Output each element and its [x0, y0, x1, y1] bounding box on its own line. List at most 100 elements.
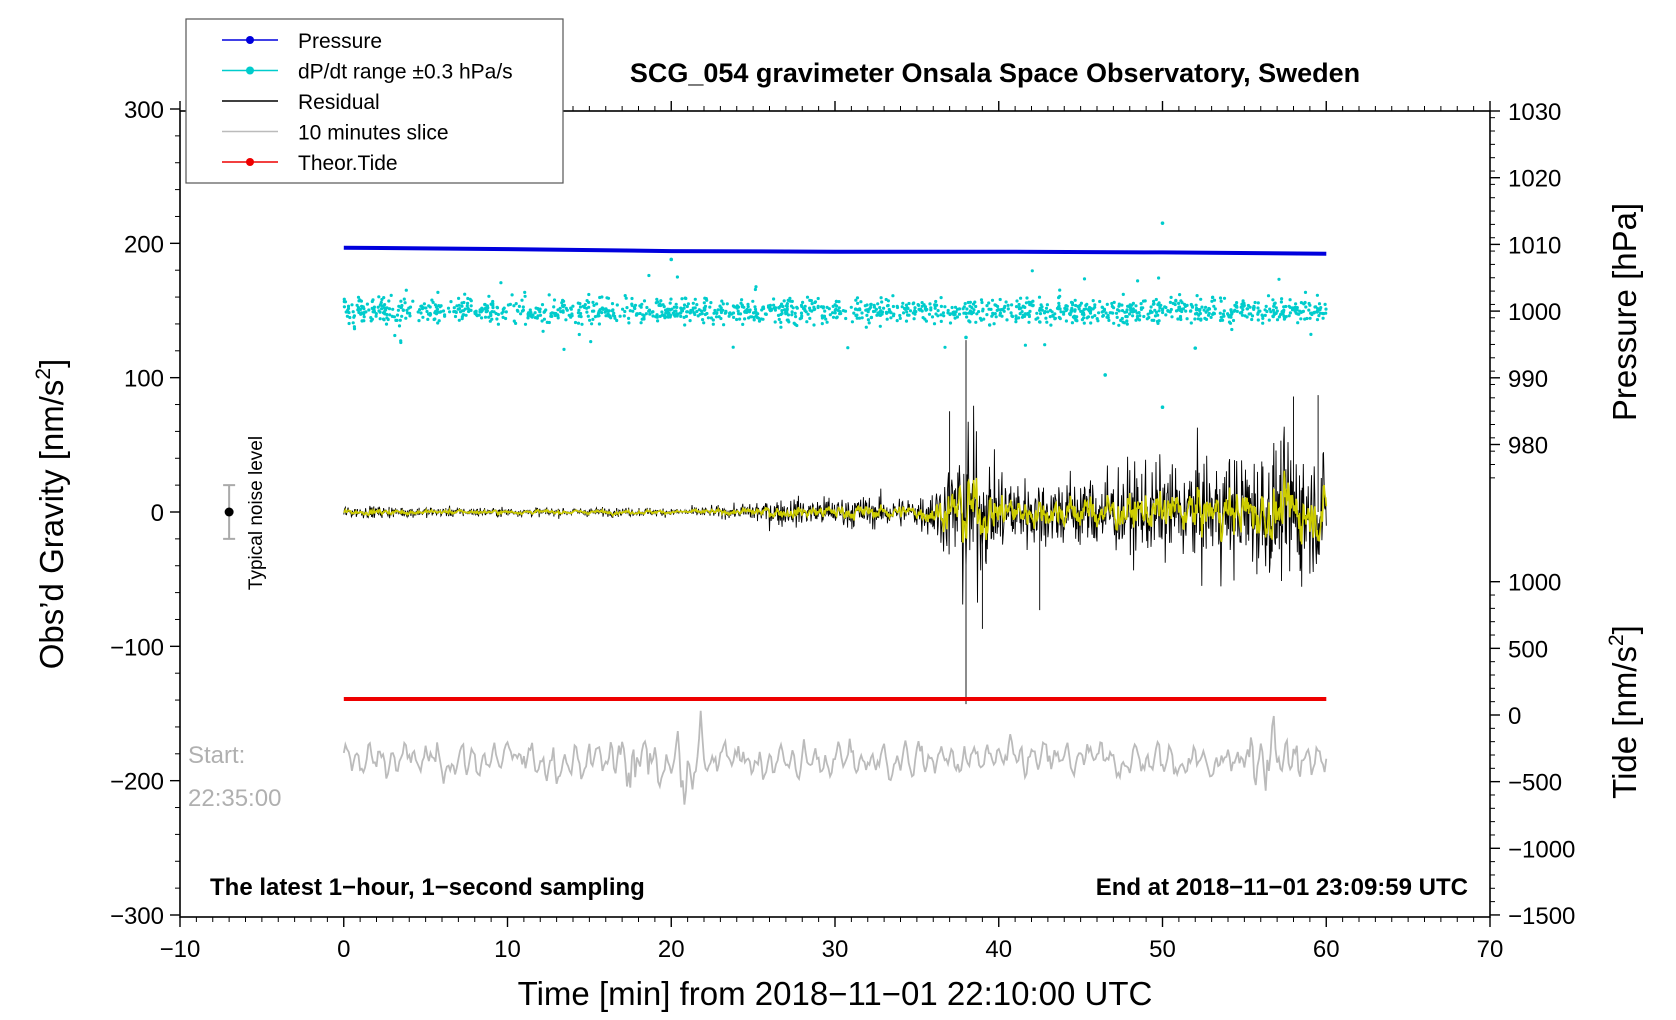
- dpdt-point: [1043, 343, 1047, 347]
- dpdt-point: [675, 275, 680, 279]
- dpdt-point: [1045, 303, 1049, 307]
- dpdt-point: [669, 297, 673, 301]
- dpdt-point: [1051, 314, 1055, 318]
- dpdt-point: [720, 299, 724, 303]
- dpdt-point: [577, 308, 581, 312]
- dpdt-point: [1203, 316, 1207, 320]
- dpdt-point: [1212, 311, 1216, 315]
- y-tick-label: 300: [124, 97, 164, 124]
- dpdt-point: [597, 309, 601, 313]
- dpdt-point: [808, 298, 812, 302]
- dpdt-point: [1017, 316, 1021, 320]
- dpdt-point: [1238, 311, 1242, 315]
- dpdt-point: [533, 311, 537, 315]
- dpdt-point: [600, 311, 604, 315]
- dpdt-point: [460, 317, 464, 321]
- dpdt-point: [552, 311, 556, 315]
- dpdt-point: [936, 309, 940, 313]
- dpdt-point: [695, 309, 699, 314]
- dpdt-point: [1288, 298, 1292, 302]
- dpdt-point: [397, 304, 401, 308]
- dpdt-point: [902, 311, 906, 315]
- dpdt-point: [656, 319, 660, 323]
- dpdt-point: [1277, 315, 1281, 319]
- dpdt-point: [627, 316, 631, 320]
- dpdt-point: [467, 309, 471, 314]
- dpdt-point: [751, 299, 755, 303]
- dpdt-point: [844, 316, 848, 321]
- dpdt-point: [1210, 299, 1214, 303]
- dpdt-point: [753, 307, 758, 311]
- dpdt-point: [1264, 304, 1268, 308]
- dpdt-point: [1235, 301, 1239, 305]
- dpdt-point: [1261, 316, 1265, 320]
- dpdt-point: [1134, 304, 1138, 308]
- dpdt-point: [1037, 295, 1042, 299]
- dpdt-point: [424, 306, 428, 310]
- dpdt-point: [878, 324, 882, 328]
- dpdt-point: [577, 314, 581, 318]
- dpdt-point: [752, 318, 756, 322]
- dpdt-point: [530, 315, 534, 319]
- dpdt-point: [920, 301, 924, 305]
- dpdt-point: [812, 305, 816, 309]
- dpdt-point: [660, 310, 664, 314]
- dpdt-point: [1134, 318, 1138, 322]
- dpdt-point: [606, 312, 610, 316]
- dpdt-point: [816, 296, 820, 301]
- dpdt-point: [736, 305, 741, 309]
- dpdt-point: [1098, 299, 1102, 304]
- dpdt-point: [886, 303, 890, 308]
- dpdt-point: [571, 304, 575, 308]
- dpdt-point: [1277, 277, 1281, 281]
- dpdt-point: [753, 287, 758, 292]
- dpdt-point: [438, 310, 442, 314]
- dpdt-point: [521, 308, 526, 312]
- legend-swatch-marker: [246, 36, 254, 44]
- dpdt-point: [725, 302, 729, 306]
- dpdt-point: [457, 318, 461, 322]
- dpdt-point: [1260, 313, 1264, 317]
- dpdt-point: [1199, 297, 1203, 301]
- y-left-axis-title: Obs’d Gravity [nm/s2]: [32, 359, 70, 670]
- dpdt-point: [943, 345, 947, 349]
- dpdt-point: [786, 318, 790, 322]
- y-left-title-main: Obs’d Gravity [nm/s: [33, 380, 70, 670]
- dpdt-point: [597, 322, 602, 326]
- dpdt-point: [1209, 315, 1213, 319]
- dpdt-point: [880, 300, 884, 304]
- tide-title-main: Tide [nm/s: [1606, 646, 1643, 799]
- dpdt-point: [761, 317, 765, 321]
- dpdt-point: [536, 314, 540, 318]
- dpdt-point: [468, 297, 472, 301]
- dpdt-point: [1211, 295, 1215, 299]
- dpdt-point: [1269, 310, 1273, 314]
- dpdt-point: [869, 302, 873, 307]
- dpdt-point: [953, 316, 957, 320]
- dpdt-point: [1287, 314, 1291, 318]
- dpdt-point: [1303, 290, 1308, 294]
- tide-tick-label: 500: [1508, 636, 1548, 663]
- dpdt-point: [1058, 307, 1062, 311]
- dpdt-point: [342, 305, 346, 309]
- dpdt-point: [757, 319, 762, 323]
- dpdt-point: [519, 312, 523, 316]
- x-tick-label: 10: [494, 936, 521, 963]
- dpdt-point: [587, 305, 591, 309]
- dpdt-point: [1202, 308, 1206, 312]
- dpdt-point: [957, 312, 962, 316]
- dpdt-point: [699, 309, 704, 313]
- dpdt-point: [788, 299, 793, 303]
- dpdt-point: [1014, 305, 1019, 309]
- dpdt-point: [501, 315, 505, 319]
- dpdt-point: [1050, 310, 1054, 314]
- dpdt-point: [496, 322, 500, 326]
- dpdt-point: [1312, 311, 1316, 315]
- dpdt-point: [985, 313, 989, 317]
- dpdt-point: [408, 305, 413, 309]
- dpdt-point: [378, 317, 382, 321]
- dpdt-point: [674, 309, 678, 313]
- dpdt-point: [595, 302, 599, 306]
- dpdt-point: [632, 305, 637, 310]
- dpdt-point: [925, 307, 929, 312]
